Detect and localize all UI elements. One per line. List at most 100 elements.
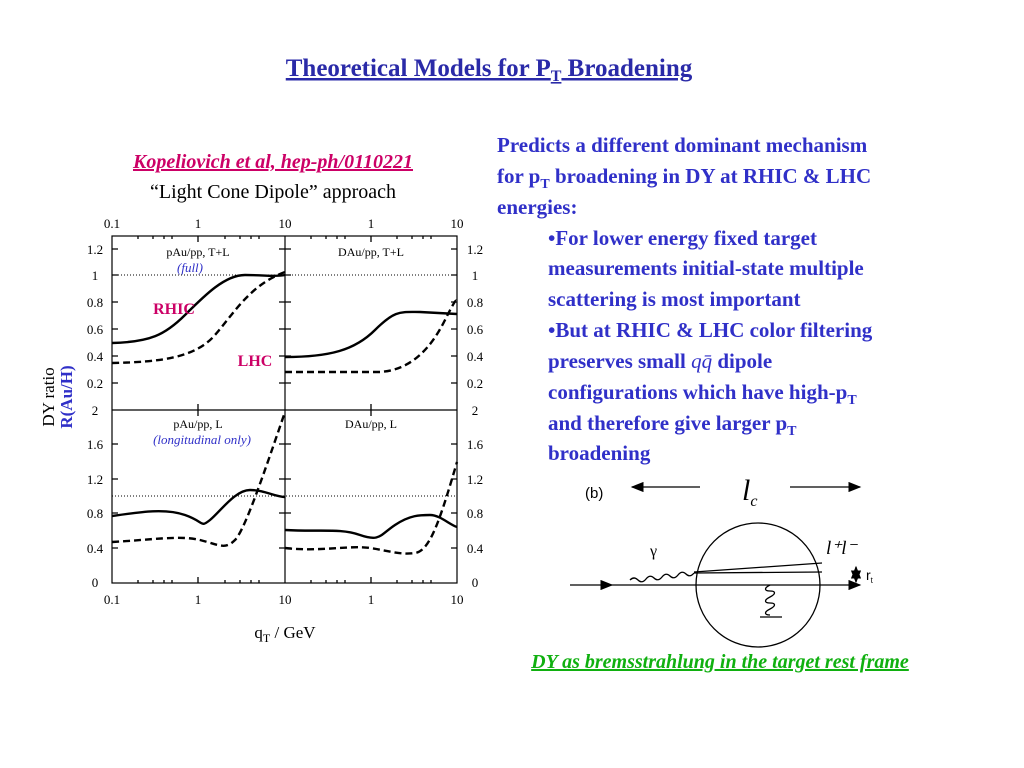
y-tick-label: 0.4 [87, 349, 104, 364]
rhic-curve [284, 310, 458, 359]
subscript: T [540, 177, 550, 192]
description: Predicts a different dominant mechanism … [497, 133, 873, 465]
rhic-curve [284, 513, 458, 539]
y-tick-label: 0.8 [87, 295, 103, 310]
gamma-label: γ [649, 543, 657, 560]
y-tick-label: 1.2 [467, 242, 483, 257]
rt-sub: t [871, 576, 874, 585]
text: broadening [548, 441, 651, 465]
x-axis-title: qT / GeV [254, 623, 316, 645]
x-title-sub: T [263, 631, 271, 645]
x-tick-label: 10 [451, 592, 464, 607]
y-tick-label: 0.4 [87, 541, 104, 556]
text: scattering is most important [548, 287, 801, 311]
citation: Kopeliovich et al, hep-ph/0110221 [132, 151, 413, 173]
lepton [693, 562, 823, 573]
bullet-line: configurations which have high-pT [548, 380, 857, 408]
lc-sub: c [750, 493, 757, 510]
lepton-label: l⁺l⁻ [826, 538, 859, 559]
x-title-text: q [254, 623, 263, 642]
x-tick-label: 1 [195, 592, 202, 607]
y-tick-label: 0.2 [87, 376, 103, 391]
x-tick-label: 1 [368, 592, 375, 607]
y-axis-title: R(Au/H) [57, 365, 76, 428]
lepton [693, 571, 823, 574]
bullet-line: •But at RHIC & LHC color filtering [548, 318, 873, 342]
y-tick-label: 1.2 [87, 472, 103, 487]
y-tick-label: 0.8 [467, 295, 483, 310]
gluon [764, 584, 776, 616]
x-tick-label: 0.1 [104, 592, 120, 607]
figure: 0.1 1 10 1 100.1 1 10 1 101.210.80.60.40.221.61.… [39, 216, 484, 645]
text-line: Predicts a different dominant mechanism [497, 133, 868, 157]
text-line: energies: [497, 195, 577, 219]
y-tick-label: 1 [472, 268, 479, 283]
subscript: T [787, 424, 797, 439]
x-tick-label: 10 [279, 216, 292, 231]
lhc-curve [285, 299, 459, 374]
photon [629, 571, 695, 583]
lc-label: lc [742, 474, 757, 510]
text: preserves small [548, 349, 691, 373]
text: broadening in DY at RHIC & LHC [550, 164, 871, 188]
y-tick-label: 1.6 [87, 437, 104, 452]
approach: “Light Cone Dipole” approach [150, 181, 396, 203]
lhc-curve [111, 411, 287, 547]
y-tick-label: 1.6 [467, 437, 484, 452]
lhc-curve [284, 461, 459, 555]
y-tick-label: 0.8 [467, 506, 483, 521]
y-tick-label: 2 [472, 403, 479, 418]
y-tick-label: 0.2 [467, 376, 483, 391]
x-tick-label: 1 [368, 216, 375, 231]
tick-labels: 0.1 1 10 1 100.1 1 10 1 101.210.80.60.40.221.61.… [87, 216, 484, 607]
y-tick-label: 2 [92, 403, 99, 418]
x-title-text: / GeV [270, 623, 316, 642]
y-axis-title: DY ratio [39, 367, 58, 426]
rhic-curve [111, 273, 286, 345]
y-tick-label: 0.6 [87, 322, 104, 337]
y-tick-label: 1 [92, 268, 99, 283]
bullet-line: and therefore give larger pT [548, 411, 797, 439]
annotation: (full) [177, 260, 203, 275]
bullet-line: •For lower energy fixed target [548, 226, 817, 250]
text: for p [497, 164, 540, 188]
x-tick-label: 10 [451, 216, 464, 231]
text: and therefore give larger p [548, 411, 787, 435]
y-tick-label: 0.4 [467, 541, 484, 556]
text: measurements initial-state multiple [548, 256, 864, 280]
rhic-curve [111, 488, 286, 525]
rt-text: r [866, 567, 871, 583]
text: energies: [497, 195, 577, 219]
bullet-line: broadening [548, 441, 651, 465]
x-tick-label: 1 [195, 216, 202, 231]
slide-title: Theoretical Models for PT Broadening [286, 55, 693, 85]
panel-label: pAu/pp, T+L [166, 245, 229, 259]
text: configurations which have high-p [548, 380, 847, 404]
panel-label: pAu/pp, L [173, 417, 222, 431]
tick-marks [112, 236, 457, 583]
y-tick-label: 0.8 [87, 506, 103, 521]
text: •But at RHIC & LHC color filtering [548, 318, 873, 342]
x-tick-label: 0.1 [104, 216, 120, 231]
title-text: Theoretical Models for P [286, 55, 551, 82]
y-tick-label: 1.2 [467, 472, 483, 487]
y-tick-label: 0.4 [467, 349, 484, 364]
y-tick-label: 0.6 [467, 322, 484, 337]
rt-label: rt [866, 567, 874, 585]
subscript: T [847, 393, 857, 408]
panel-label: DAu/pp, L [345, 417, 397, 431]
caption: DY as bremsstrahlung in the target rest … [530, 651, 909, 673]
text: •For lower energy fixed target [548, 226, 817, 250]
y-tick-label: 1.2 [87, 242, 103, 257]
panel-tag: (b) [585, 485, 603, 502]
panel-label: DAu/pp, T+L [338, 245, 404, 259]
formula: qq̄ [691, 349, 713, 373]
x-tick-label: 10 [279, 592, 292, 607]
y-tick-label: 0 [472, 575, 479, 590]
lc-text: l [742, 474, 750, 507]
lhc-curve [111, 270, 286, 365]
text-line: for pT broadening in DY at RHIC & LHC [497, 164, 871, 192]
bullet-line: measurements initial-state multiple [548, 256, 864, 280]
annotation: (longitudinal only) [153, 432, 251, 447]
